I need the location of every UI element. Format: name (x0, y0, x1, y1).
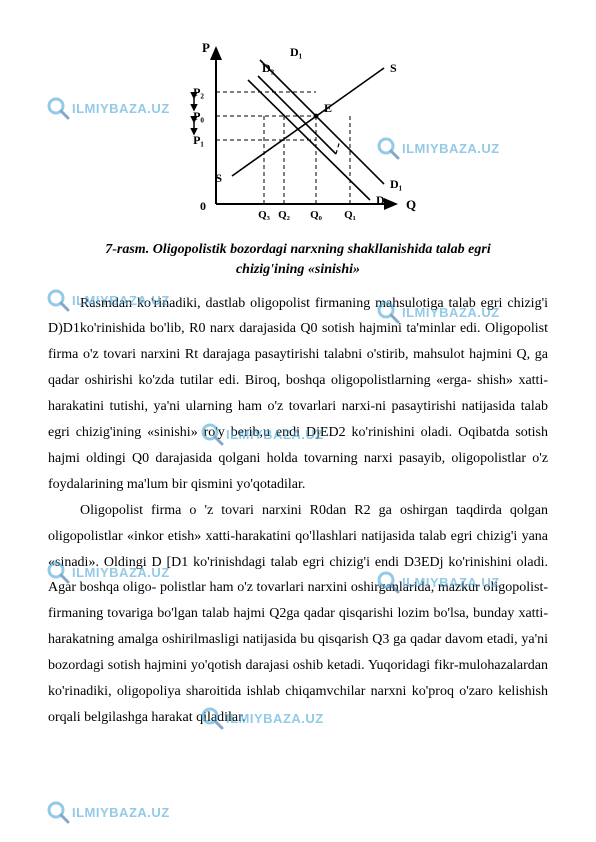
svg-text:Q₃: Q₃ (258, 209, 271, 221)
watermark: ILMIYBAZA.UZ (46, 800, 170, 824)
svg-text:Q₁: Q₁ (344, 209, 356, 221)
svg-text:P₀: P₀ (193, 109, 204, 123)
body-text: Rasmdan ko'rinadiki, dastlab oligopolist… (48, 291, 548, 731)
svg-text:0: 0 (200, 199, 206, 213)
svg-text:P₁: P₁ (193, 133, 204, 147)
chart-container: PQ0P₂P₀P₁Q₃Q₂Q₀Q₁SSD₁D₂D₃D₁E (48, 34, 548, 234)
svg-text:P₂: P₂ (193, 85, 204, 99)
caption-line-1: 7-rasm. Oligopolistik bozordagi narxning… (105, 242, 490, 257)
svg-text:Q₂: Q₂ (278, 209, 291, 221)
paragraph-2: Oligopolist firma o 'z tovari narxini R0… (48, 498, 548, 731)
page-container: PQ0P₂P₀P₁Q₃Q₂Q₀Q₁SSD₁D₂D₃D₁E 7-rasm. Oli… (0, 0, 596, 842)
watermark-text: ILMIYBAZA.UZ (72, 805, 170, 820)
paragraph-1: Rasmdan ko'rinadiki, dastlab oligopolist… (48, 291, 548, 498)
svg-text:D₁: D₁ (290, 45, 303, 59)
figure-caption: 7-rasm. Oligopolistik bozordagi narxning… (48, 240, 548, 281)
svg-text:Q₀: Q₀ (310, 209, 323, 221)
economics-chart: PQ0P₂P₀P₁Q₃Q₂Q₀Q₁SSD₁D₂D₃D₁E (168, 34, 428, 234)
caption-line-2: chizig'ining «sinishi» (236, 262, 360, 277)
svg-text:S: S (390, 61, 397, 75)
svg-text:E: E (324, 101, 332, 115)
svg-text:D₁: D₁ (390, 177, 403, 191)
svg-text:D₂: D₂ (376, 193, 389, 207)
magnifier-icon (46, 800, 70, 824)
svg-text:P: P (202, 40, 210, 55)
svg-text:S: S (215, 171, 222, 185)
svg-text:D₃: D₃ (262, 61, 275, 75)
svg-text:Q: Q (406, 197, 416, 212)
